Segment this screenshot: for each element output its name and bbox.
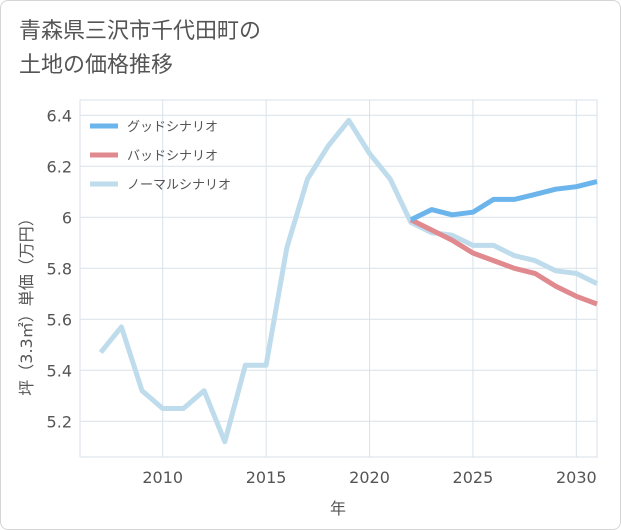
legend-label-normal: ノーマルシナリオ (127, 178, 231, 193)
y-tick-label: 6.4 (47, 106, 72, 125)
y-axis-ticks: 5.2 5.4 5.6 5.8 6 6.2 6.4 (47, 106, 72, 431)
chart-title-line1: 青森県三沢市千代田町の (19, 19, 262, 44)
y-tick-label: 5.4 (47, 361, 72, 380)
y-tick-label: 6 (62, 208, 72, 227)
series-lines (98, 117, 599, 445)
plot-area (79, 99, 598, 458)
legend-label-good: グッドシナリオ (127, 120, 218, 135)
chart-title-line2: 土地の価格推移 (19, 53, 174, 78)
y-axis-label: 坪（3.3㎡）単価（万円） (17, 210, 36, 395)
x-axis-label: 年 (330, 499, 346, 518)
x-tick-label: 2025 (453, 468, 494, 487)
x-tick-label: 2020 (349, 468, 390, 487)
y-tick-label: 5.8 (47, 259, 72, 278)
legend-label-bad: バッドシナリオ (127, 149, 218, 164)
x-tick-label: 2030 (556, 468, 597, 487)
y-tick-label: 5.2 (47, 412, 72, 431)
x-tick-label: 2015 (246, 468, 287, 487)
series-line-bad (409, 217, 598, 307)
y-tick-label: 6.2 (47, 157, 72, 176)
y-tick-label: 5.6 (47, 310, 72, 329)
series-line-good (409, 179, 598, 223)
chart-title: 青森県三沢市千代田町の 土地の価格推移 (19, 15, 261, 83)
x-axis-ticks: 2010 2015 2020 2025 2030 (142, 468, 596, 487)
x-tick-label: 2010 (142, 468, 183, 487)
grid-lines (80, 100, 597, 457)
series-line-normal (98, 117, 599, 445)
